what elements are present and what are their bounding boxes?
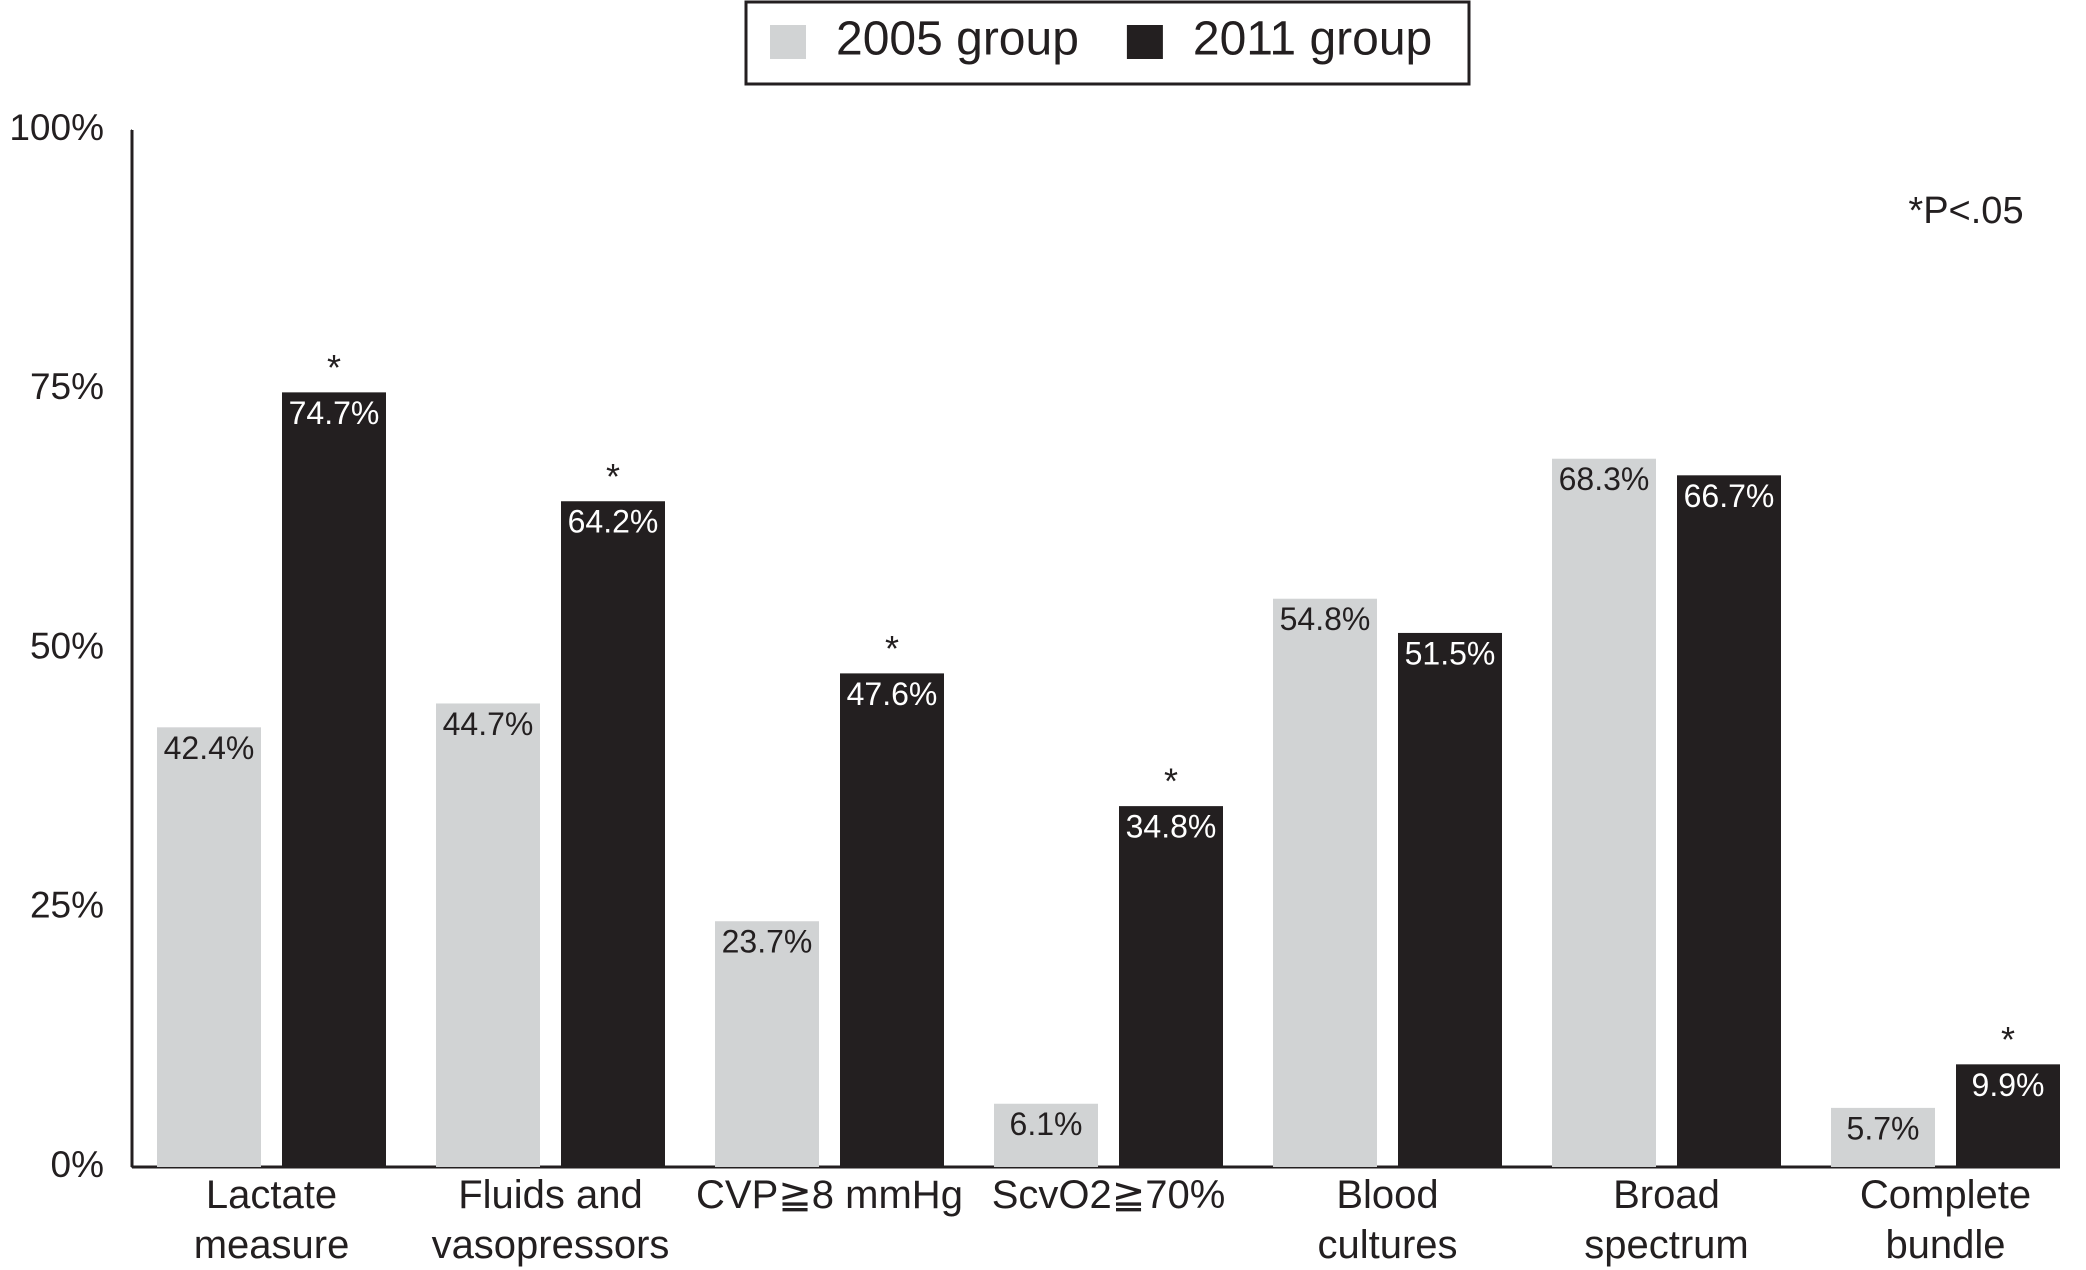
x-tick-label: Broad spectrum ATB [1584, 1173, 1749, 1267]
x-tick-label: ScvO2≧70% [991, 1173, 1226, 1217]
note: *P<.05 [1908, 190, 2023, 232]
bar [1552, 458, 1656, 1167]
bar [561, 501, 665, 1168]
legend-swatch [770, 25, 806, 59]
value-label: 51.5% [1405, 635, 1496, 671]
bar [1677, 475, 1781, 1167]
x-tick-label: Complete bundle [1859, 1173, 2032, 1267]
significance-mark: * [1164, 761, 1178, 802]
y-tick-label: 50% [30, 625, 104, 666]
value-label: 68.3% [1559, 461, 1650, 497]
y-tick-label: 75% [30, 366, 104, 407]
legend-label: 2005 group [836, 13, 1079, 66]
value-label: 54.8% [1280, 601, 1371, 637]
x-tick-label: Blood cultures [1317, 1173, 1458, 1267]
value-label: 64.2% [568, 504, 659, 540]
value-label: 74.7% [289, 395, 380, 431]
significance-mark: * [2001, 1019, 2015, 1060]
x-tick-label: Lactate measure [193, 1173, 350, 1267]
bar [1956, 1064, 2060, 1167]
bar [436, 703, 540, 1167]
significance-mark: * [327, 347, 341, 388]
value-label: 23.7% [722, 924, 813, 960]
y-tick-label: 0% [51, 1144, 104, 1185]
value-label: 42.4% [164, 730, 255, 766]
bar [1119, 806, 1223, 1167]
significance-mark: * [606, 456, 620, 497]
x-tick-label: CVP≧8 mmHg [696, 1173, 963, 1217]
value-label: 66.7% [1684, 478, 1775, 514]
bar [715, 921, 819, 1167]
bar [157, 727, 261, 1167]
significance-mark: * [885, 628, 899, 669]
value-label: 5.7% [1847, 1110, 1920, 1146]
x-tick-label: Fluids and vasopressors [431, 1173, 670, 1267]
value-label: 44.7% [443, 706, 534, 742]
bar [1273, 598, 1377, 1167]
value-label: 47.6% [847, 676, 938, 712]
bar [282, 392, 386, 1168]
y-tick-label: 100% [9, 107, 104, 148]
legend-label: 2011 group [1193, 13, 1432, 66]
value-label: 34.8% [1126, 809, 1217, 845]
bar [1398, 632, 1502, 1167]
bar [1831, 1107, 1935, 1167]
bar [840, 673, 944, 1167]
legend-swatch [1126, 25, 1163, 59]
value-label: 9.9% [1972, 1067, 2045, 1103]
bar [994, 1103, 1098, 1167]
y-tick-label: 25% [30, 885, 104, 926]
legend-box [744, 0, 1471, 86]
value-label: 6.1% [1010, 1106, 1083, 1142]
